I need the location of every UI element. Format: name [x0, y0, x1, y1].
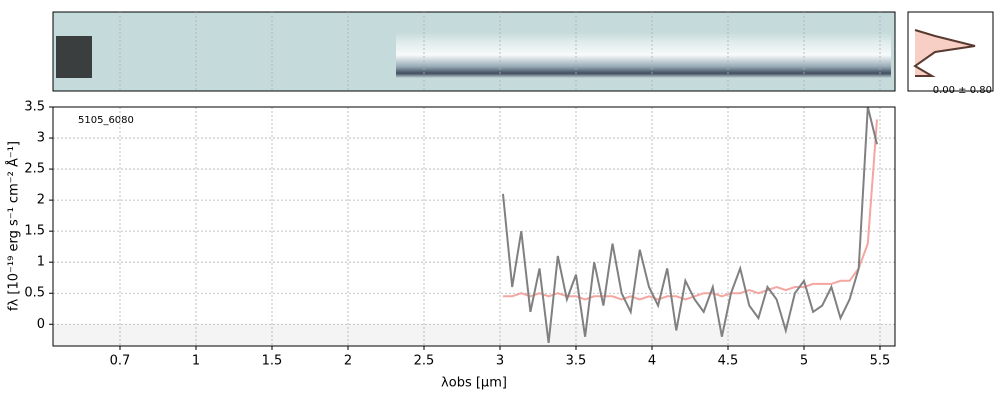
y-tick-label: 2 [37, 193, 45, 208]
negative-region [53, 324, 895, 346]
x-tick-label: 2 [344, 354, 352, 369]
plot-area [53, 107, 895, 346]
spectrum-trace [396, 32, 891, 78]
y-tick-label: 2.5 [24, 162, 45, 177]
profile-curve [913, 29, 976, 77]
x-axis-label: λobs [μm] [441, 376, 507, 391]
spectrum-line [502, 106, 878, 344]
y-tick-label: 0 [37, 317, 45, 332]
object-label: 5105_6080 [78, 115, 134, 126]
spectrum-blob [56, 36, 92, 78]
x-tick-label: 4.5 [718, 354, 739, 369]
x-tick-label: 4 [648, 354, 656, 369]
y-axis-label: fλ [10⁻¹⁹ erg s⁻¹ cm⁻² Å⁻¹] [6, 141, 22, 311]
x-tick-label: 5.5 [870, 354, 891, 369]
y-tick-label: 3 [37, 131, 45, 146]
plot-frame [52, 106, 896, 347]
x-tick-label: 3.5 [566, 354, 587, 369]
x-tick-label: 0.7 [110, 354, 131, 369]
y-tick-label: 0.5 [24, 286, 45, 301]
y-tick-label: 1 [37, 255, 45, 270]
x-tick-label: 1.5 [262, 354, 283, 369]
y-tick-label: 3.5 [24, 100, 45, 115]
y-tick-label: 1.5 [24, 224, 45, 239]
x-tick-label: 2.5 [414, 354, 435, 369]
x-tick-label: 3 [496, 354, 504, 369]
x-tick-label: 1 [192, 354, 200, 369]
x-tick-label: 5 [800, 354, 808, 369]
profile-label: 0.00 ± 0.80 [933, 85, 992, 96]
